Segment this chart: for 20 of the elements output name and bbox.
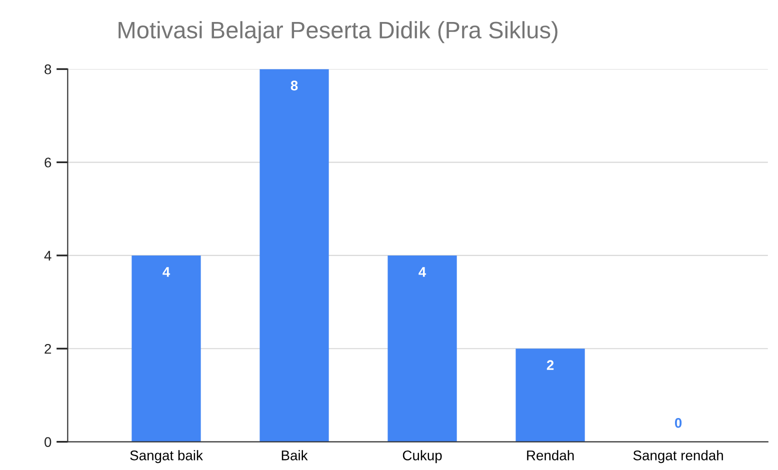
bar — [516, 348, 585, 442]
x-tick-label: Sangat baik — [130, 450, 203, 464]
chart-title: Motivasi Belajar Peserta Didik (Pra Siklus) — [118, 21, 558, 44]
bar — [260, 69, 329, 442]
y-tick-label: 8 — [44, 64, 52, 74]
y-tick-label: 6 — [44, 158, 52, 168]
x-tick-label: Baik — [282, 450, 308, 460]
data-label: 8 — [290, 80, 298, 90]
bar — [388, 255, 457, 442]
y-tick-label: 2 — [44, 344, 52, 354]
data-label: 0 — [674, 418, 682, 428]
data-label: 2 — [546, 360, 554, 370]
x-tick-label: Sangat rendah — [633, 450, 723, 464]
bar — [132, 255, 201, 442]
y-tick-label: 4 — [44, 250, 52, 260]
x-tick-label: Cukup — [402, 450, 442, 464]
y-tick-label: 0 — [44, 437, 52, 447]
x-tick-label: Rendah — [527, 450, 574, 460]
data-label: 4 — [418, 267, 426, 277]
data-label: 4 — [162, 267, 170, 277]
